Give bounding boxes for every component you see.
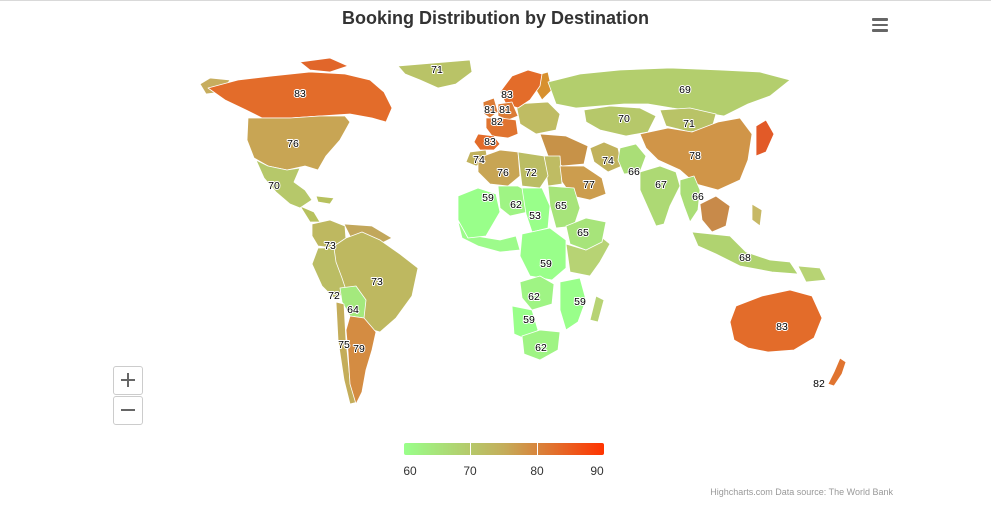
data-label-china: 78 xyxy=(689,150,701,162)
region-mozambique[interactable] xyxy=(559,277,587,331)
data-label-mozambique: 59 xyxy=(574,296,586,308)
legend-tick xyxy=(537,443,538,455)
map-regions xyxy=(199,57,847,405)
land-madagascar xyxy=(589,295,605,323)
data-label-argentina: 79 xyxy=(353,343,365,355)
data-label-bolivia: 64 xyxy=(347,304,359,316)
data-label-congo-dr: 59 xyxy=(540,258,552,270)
data-label-india: 67 xyxy=(655,179,667,191)
data-label-united-kingdom: 81 xyxy=(484,104,496,116)
land-png xyxy=(797,265,827,283)
data-label-brazil: 73 xyxy=(371,276,383,288)
legend-label: 80 xyxy=(530,464,544,478)
region-united-states[interactable] xyxy=(246,115,351,171)
data-label-niger: 62 xyxy=(510,199,522,211)
hamburger-menu-icon[interactable] xyxy=(866,12,894,38)
region-zambia[interactable] xyxy=(519,275,555,311)
legend-label: 90 xyxy=(590,464,604,478)
data-label-france: 82 xyxy=(491,116,503,128)
land-canada-islands xyxy=(299,57,349,73)
region-congo-dr[interactable] xyxy=(519,227,567,281)
region-mexico[interactable] xyxy=(255,159,313,209)
region-india[interactable] xyxy=(639,165,681,227)
data-label-united-states: 76 xyxy=(287,138,299,150)
region-myanmar[interactable] xyxy=(679,175,701,223)
region-mali[interactable] xyxy=(457,187,501,239)
land-caribbean xyxy=(315,195,335,205)
legend-label: 60 xyxy=(403,464,417,478)
land-philippines xyxy=(751,203,763,227)
zoom-out-button[interactable] xyxy=(113,396,143,425)
data-label-norway: 83 xyxy=(501,89,513,101)
data-label-spain: 83 xyxy=(484,136,496,148)
data-label-saudi-arabia: 77 xyxy=(583,179,595,191)
credits-link[interactable]: Highcharts.com Data source: The World Ba… xyxy=(710,487,893,497)
data-label-chad: 53 xyxy=(529,210,541,222)
data-label-zambia: 62 xyxy=(528,291,540,303)
data-label-mongolia: 71 xyxy=(683,118,695,130)
data-label-sudan: 65 xyxy=(555,200,567,212)
data-label-canada: 83 xyxy=(294,88,306,100)
data-label-afghanistan: 66 xyxy=(628,166,640,178)
data-label-russia: 69 xyxy=(679,84,691,96)
land-central-america xyxy=(299,205,321,223)
region-chad[interactable] xyxy=(521,187,551,233)
data-label-australia: 83 xyxy=(776,321,788,333)
zoom-in-button[interactable] xyxy=(113,366,143,395)
region-netherlands[interactable] xyxy=(497,101,519,121)
data-label-new-zealand: 82 xyxy=(813,378,825,390)
region-france[interactable] xyxy=(485,117,519,139)
land-japan xyxy=(755,119,775,157)
data-label-south-africa: 62 xyxy=(535,342,547,354)
chart-title: Booking Distribution by Destination xyxy=(342,8,649,28)
data-label-greenland: 71 xyxy=(431,64,443,76)
region-greenland[interactable] xyxy=(397,59,473,89)
data-label-morocco: 74 xyxy=(473,154,485,166)
region-canada[interactable] xyxy=(207,71,393,123)
color-axis-legend xyxy=(404,443,604,455)
data-label-colombia: 73 xyxy=(324,240,336,252)
region-algeria[interactable] xyxy=(477,149,521,187)
data-label-mexico: 70 xyxy=(268,180,280,192)
region-spain[interactable] xyxy=(473,133,501,151)
region-south-africa[interactable] xyxy=(521,329,561,361)
data-label-chile: 75 xyxy=(338,339,350,351)
data-label-myanmar: 66 xyxy=(692,191,704,203)
data-label-mali: 59 xyxy=(482,192,494,204)
region-china[interactable] xyxy=(639,117,753,191)
data-label-netherlands: 81 xyxy=(499,104,511,116)
region-united-kingdom[interactable] xyxy=(482,97,499,119)
land-west-africa xyxy=(457,221,521,253)
data-label-namibia: 59 xyxy=(523,314,535,326)
legend-label: 70 xyxy=(463,464,477,478)
region-argentina[interactable] xyxy=(345,315,377,405)
data-label-libya: 72 xyxy=(525,167,537,179)
data-label-ethiopia: 65 xyxy=(577,227,589,239)
region-chile[interactable] xyxy=(335,301,359,405)
land-se-asia xyxy=(699,195,731,233)
data-label-iran: 74 xyxy=(602,155,614,167)
data-label-kazakhstan: 70 xyxy=(618,113,630,125)
region-australia[interactable] xyxy=(729,289,823,353)
legend-tick xyxy=(470,443,471,455)
data-label-indonesia: 68 xyxy=(739,252,751,264)
top-border xyxy=(0,0,991,1)
data-label-peru: 72 xyxy=(328,290,340,302)
region-ethiopia[interactable] xyxy=(565,217,607,251)
region-new-zealand[interactable] xyxy=(827,357,847,387)
region-russia[interactable] xyxy=(547,67,791,117)
data-label-algeria: 76 xyxy=(497,167,509,179)
land-europe-east xyxy=(515,101,561,135)
region-indonesia[interactable] xyxy=(691,231,799,275)
